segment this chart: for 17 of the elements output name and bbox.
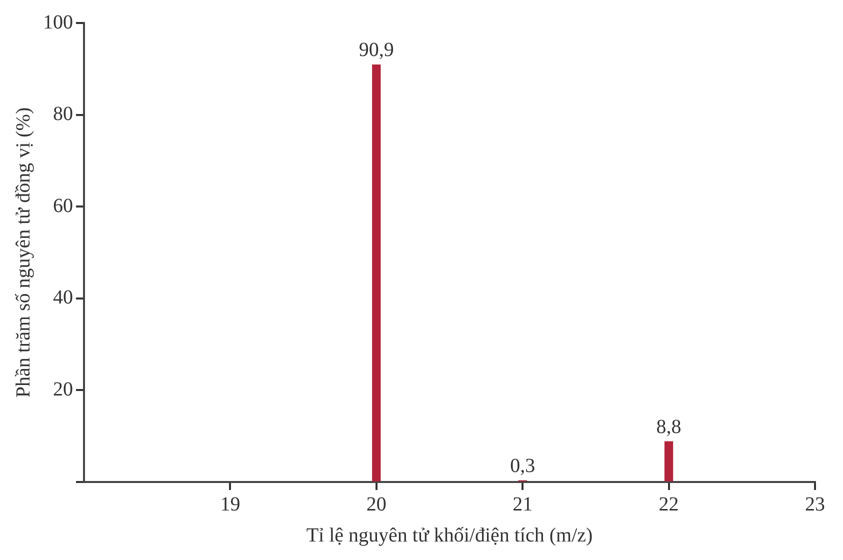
x-tick-label: 21 <box>512 493 533 516</box>
x-tick-label: 22 <box>658 493 679 516</box>
y-tick-label: 60 <box>53 194 73 217</box>
data-label: 90,9 <box>358 39 394 62</box>
data-label: 0,3 <box>510 454 536 477</box>
bar <box>664 441 674 482</box>
bar <box>372 64 381 482</box>
y-tick-label: 40 <box>53 286 73 309</box>
y-tick-label: 80 <box>53 103 73 126</box>
y-tick-label: 100 <box>43 11 73 34</box>
x-tick-label: 19 <box>220 493 240 516</box>
x-tick-label: 23 <box>805 493 825 516</box>
x-axis-title: Tỉ lệ nguyên tử khối/điện tích (m/z) <box>306 524 593 546</box>
data-label: 8,8 <box>656 416 682 438</box>
y-tick-label: 20 <box>53 378 73 400</box>
y-axis-title: Phần trăm số nguyên tử đồng vị (%) <box>12 107 34 398</box>
x-tick-label: 20 <box>366 493 386 516</box>
